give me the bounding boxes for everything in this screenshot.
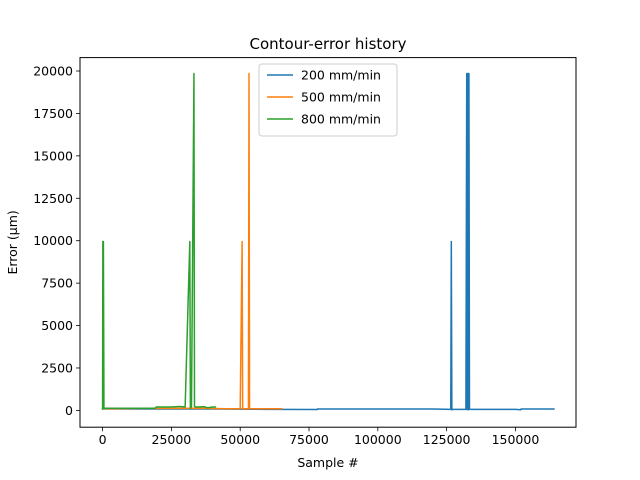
legend-label-1: 200 mm/min — [301, 68, 381, 83]
series-line-3 — [101, 72, 217, 410]
x-tick-label: 50000 — [220, 432, 260, 447]
y-tick-label: 0 — [65, 403, 73, 418]
y-tick-label: 10000 — [33, 233, 73, 248]
x-tick-label: 150000 — [492, 432, 540, 447]
chart-title: Contour-error history — [249, 35, 406, 53]
legend-label-2: 500 mm/min — [301, 90, 381, 105]
x-tick-label: 100000 — [354, 432, 402, 447]
legend-label-3: 800 mm/min — [301, 112, 381, 127]
y-axis: 0 2500 5000 7500 10000 12500 15000 17500 20000 — [33, 64, 80, 418]
series-group — [101, 72, 555, 411]
axes-frame — [79, 57, 577, 428]
x-tick-label: 0 — [99, 432, 107, 447]
y-tick-label: 7500 — [41, 276, 73, 291]
x-axis: 0 25000 50000 75000 100000 125000 150000 — [99, 427, 540, 447]
x-tick-label: 25000 — [152, 432, 192, 447]
y-tick-label: 5000 — [41, 318, 73, 333]
y-tick-label: 2500 — [41, 360, 73, 375]
x-tick-label: 75000 — [289, 432, 329, 447]
legend: 200 mm/min 500 mm/min 800 mm/min — [258, 63, 398, 137]
x-axis-label: Sample # — [297, 455, 358, 470]
y-tick-label: 15000 — [33, 148, 73, 163]
y-tick-label: 17500 — [33, 106, 73, 121]
y-axis-label: Error (µm) — [5, 210, 20, 274]
x-tick-label: 125000 — [423, 432, 471, 447]
y-tick-label: 12500 — [33, 191, 73, 206]
series-line-2 — [101, 72, 283, 411]
legend-box — [258, 63, 398, 137]
y-tick-label: 20000 — [33, 64, 73, 79]
